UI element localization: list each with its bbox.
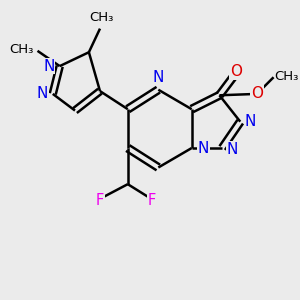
Text: N: N — [153, 70, 164, 85]
Text: O: O — [230, 64, 242, 79]
Text: CH₃: CH₃ — [9, 43, 33, 56]
Text: F: F — [147, 193, 155, 208]
Text: N: N — [244, 114, 256, 129]
Text: CH₃: CH₃ — [89, 11, 114, 24]
Text: N: N — [36, 86, 48, 101]
Text: O: O — [251, 86, 263, 101]
Text: N: N — [226, 142, 238, 157]
Text: N: N — [43, 58, 55, 74]
Text: CH₃: CH₃ — [274, 70, 298, 83]
Text: N: N — [198, 141, 209, 156]
Text: F: F — [96, 193, 104, 208]
